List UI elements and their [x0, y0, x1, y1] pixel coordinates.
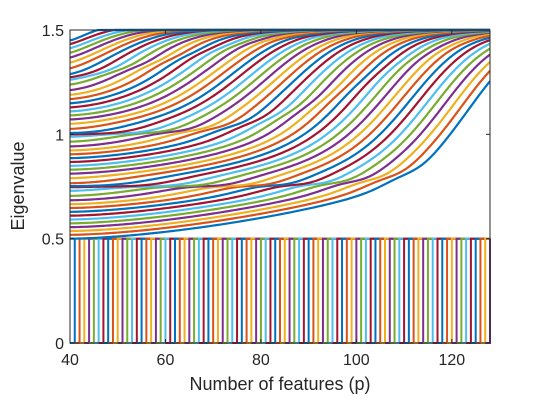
plot-area-frame	[69, 29, 491, 344]
upper-series-line	[69, 80, 491, 240]
upper-series-line	[69, 70, 491, 236]
upper-series-line	[69, 39, 491, 217]
upper-series-line	[69, 32, 491, 206]
ticks-layer: 40 60 80 100 120 0 0.5 1 1.5	[42, 23, 490, 369]
x-tick-label: 60	[157, 352, 175, 369]
upper-series-line	[69, 61, 491, 233]
y-axis-label: Eigenvalue	[8, 141, 28, 230]
y-tick-label: 0.5	[42, 232, 64, 249]
upper-series-line	[69, 29, 491, 180]
upper-series-line	[69, 29, 491, 189]
x-tick-label: 80	[252, 352, 270, 369]
upper-series-line	[69, 30, 491, 192]
upper-series-line	[69, 29, 491, 188]
upper-series-line	[69, 34, 491, 210]
x-tick-label: 40	[61, 352, 79, 369]
upper-series-line	[69, 36, 491, 213]
x-tick-label: 120	[438, 352, 465, 369]
x-tick-label: 100	[343, 352, 370, 369]
upper-series-line	[69, 30, 491, 197]
y-tick-label: 0	[55, 336, 64, 353]
upper-series-line	[69, 47, 491, 225]
upper-series-line	[69, 42, 491, 221]
x-axis-label: Number of features (p)	[189, 374, 370, 394]
upper-series-line	[69, 31, 491, 202]
upper-series-line	[69, 29, 491, 185]
y-tick-label: 1.5	[42, 23, 64, 40]
y-tick-label: 1	[55, 127, 64, 144]
upper-series-line	[69, 53, 491, 229]
